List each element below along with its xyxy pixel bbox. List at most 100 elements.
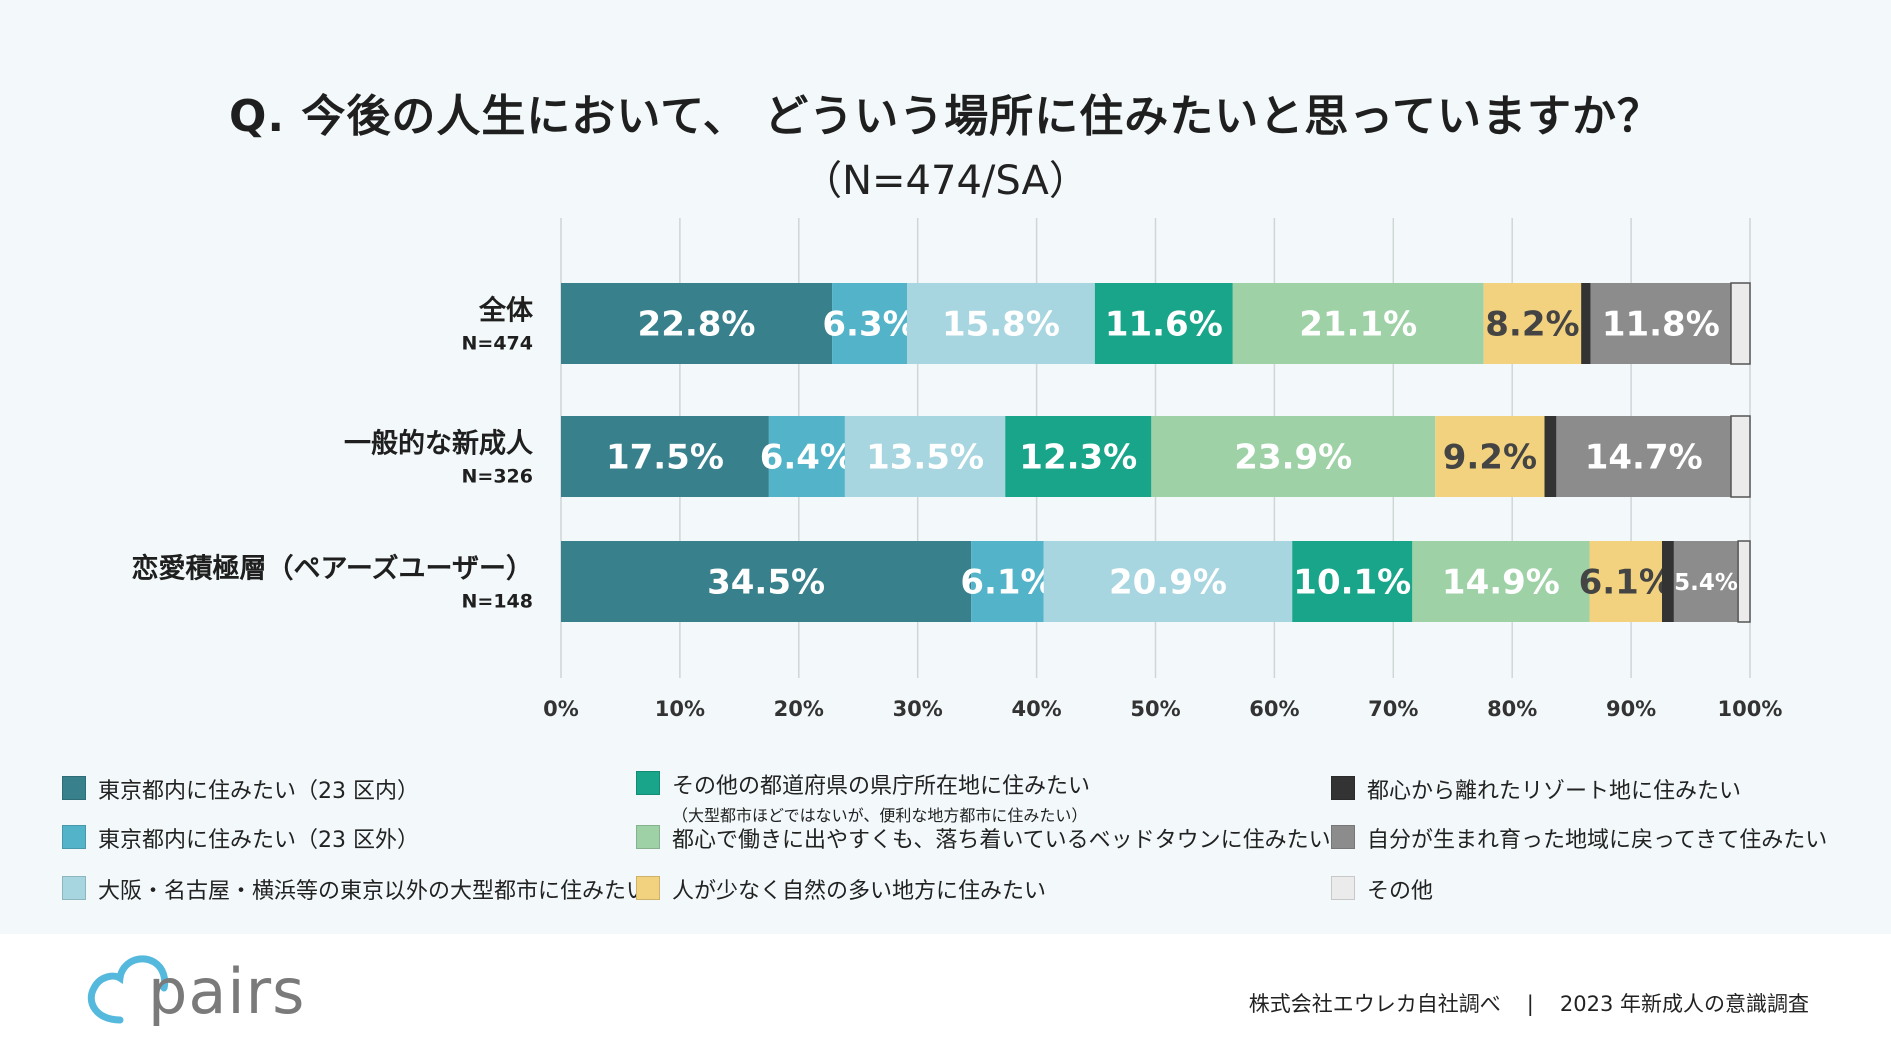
bar-segment [1730,282,1751,365]
source-survey: 2023 年新成人の意識調査 [1559,992,1809,1016]
data-label: 21.1% [1299,305,1417,345]
legend-label: 自分が生まれ育った地域に戻ってきて住みたい [1367,828,1828,853]
x-tick-label: 30% [893,697,943,721]
x-tick-label: 50% [1130,697,1180,721]
legend-swatch [1331,776,1355,800]
bar-segment [1556,416,1731,497]
legend-item: 東京都内に住みたい（23 区内） [62,773,419,805]
bar-segment [1590,283,1731,364]
bar-segment [1662,541,1674,622]
x-tick-label: 60% [1249,697,1299,721]
data-label: 9.2% [1443,438,1537,478]
legend-item: 人が少なく自然の多い地方に住みたい [636,873,1046,905]
legend-swatch [636,825,660,849]
bar-segment [561,416,769,497]
x-tick-label: 80% [1487,697,1537,721]
legend-swatch [636,876,660,900]
data-label: 17.5% [606,438,724,478]
legend-sublabel: （大型都市ほどではないが、便利な地方都市に住みたい） [672,806,1088,825]
legend-swatch [1331,825,1355,849]
data-label: 6.3% [822,305,916,345]
row-label: 恋愛積極層（ペアーズユーザー） [132,553,534,585]
data-label: 6.1% [1579,563,1673,603]
row-label: 一般的な新成人 [344,428,533,460]
x-tick-label: 0% [543,697,579,721]
x-tick-label: 10% [655,697,705,721]
logo-text: pairs [148,955,306,1028]
bar-segment [1412,541,1590,622]
legend-label: 人が少なく自然の多い地方に住みたい [672,879,1047,904]
source-separator: | [1526,992,1534,1016]
chart-subtitle: （N=474/SA） [802,158,1089,204]
bar-segment [1043,541,1293,622]
legend-item: その他の都道府県の県庁所在地に住みたい （大型都市ほどではないが、便利な地方都市に… [636,768,1090,826]
legend-item: 大阪・名古屋・横浜等の東京以外の大型都市に住みたい [62,873,648,905]
legend-label: 東京都内に住みたい（23 区内） [98,779,419,804]
legend-item: 東京都内に住みたい（23 区外） [62,822,419,854]
row-n-label: N=474 [462,333,533,355]
data-label: 11.6% [1105,305,1223,345]
legend-item: 都心で働きに出やすくも、落ち着いているベッドタウンに住みたい [636,822,1331,854]
source-note: 株式会社エウレカ自社調べ | 2023 年新成人の意識調査 [1249,988,1809,1018]
row-n-label: N=326 [462,466,533,488]
bar-segment [1094,283,1233,364]
bar-segment [1737,540,1751,623]
data-label: 15.8% [942,305,1060,345]
legend-label: その他 [1367,879,1434,904]
data-label: 13.5% [866,438,984,478]
data-label: 34.5% [707,563,825,603]
bar-segment [1292,541,1413,622]
bar-segment [1581,283,1591,364]
data-label: 6.1% [960,563,1054,603]
stacked-bar-chart: 0% 10% 20% 30% 40% 50% 60% 70% 80% 90% 100% 全体 N=474… [132,218,1783,721]
footer [0,934,1891,1064]
row-label: 全体 [478,295,534,327]
x-tick-label: 40% [1011,697,1061,721]
data-label: 14.7% [1585,438,1703,478]
legend-label: 都心で働きに出やすくも、落ち着いているベッドタウンに住みたい [672,828,1331,853]
data-label: 5.4% [1674,570,1738,596]
bar-segment [1435,416,1545,497]
chart-title: Q. 今後の人生において、 どういう場所に住みたいと思っていますか？ [228,91,1663,142]
bar-segment [906,283,1095,364]
data-label: 6.4% [760,438,854,478]
bar-segment [844,416,1006,497]
bar-segment [561,283,833,364]
legend-swatch [62,776,86,800]
legend-swatch [62,825,86,849]
legend-swatch [1331,876,1355,900]
pairs-cloud-logo-icon [87,955,169,1024]
data-label: 10.1% [1293,563,1411,603]
legend-label: 大阪・名古屋・横浜等の東京以外の大型都市に住みたい [98,879,649,904]
legend-item: 自分が生まれ育った地域に戻ってきて住みたい [1331,822,1827,854]
bar-segment [971,541,1044,622]
bar-segment [1673,541,1739,622]
bar-segment [832,283,907,364]
legend-swatch [62,876,86,900]
data-label: 20.9% [1109,563,1227,603]
legend-label: その他の都道府県の県庁所在地に住みたい [672,774,1091,799]
x-tick-label: 20% [774,697,824,721]
bar-segment [1544,416,1557,497]
legend-item: 都心から離れたリゾート地に住みたい [1331,773,1741,805]
data-label: 23.9% [1234,438,1352,478]
bar-segment [1483,283,1582,364]
x-tick-label: 100% [1718,697,1783,721]
legend-label: 都心から離れたリゾート地に住みたい [1367,779,1742,804]
data-label: 8.2% [1485,305,1579,345]
data-label: 22.8% [638,305,756,345]
row-n-label: N=148 [462,591,533,613]
bar-segment [1730,415,1751,498]
bar-segment [561,541,972,622]
bar-segment [1005,416,1152,497]
x-tick-label: 90% [1606,697,1656,721]
source-company: 株式会社エウレカ自社調べ [1248,992,1501,1016]
legend-label: 東京都内に住みたい（23 区外） [98,828,419,853]
data-label: 12.3% [1019,438,1137,478]
bar-segment [1232,283,1484,364]
bar-segment [1151,416,1436,497]
legend-swatch [636,771,660,795]
data-label: 14.9% [1442,563,1560,603]
bar-segment [1589,541,1663,622]
legend-item: その他 [1331,873,1433,905]
